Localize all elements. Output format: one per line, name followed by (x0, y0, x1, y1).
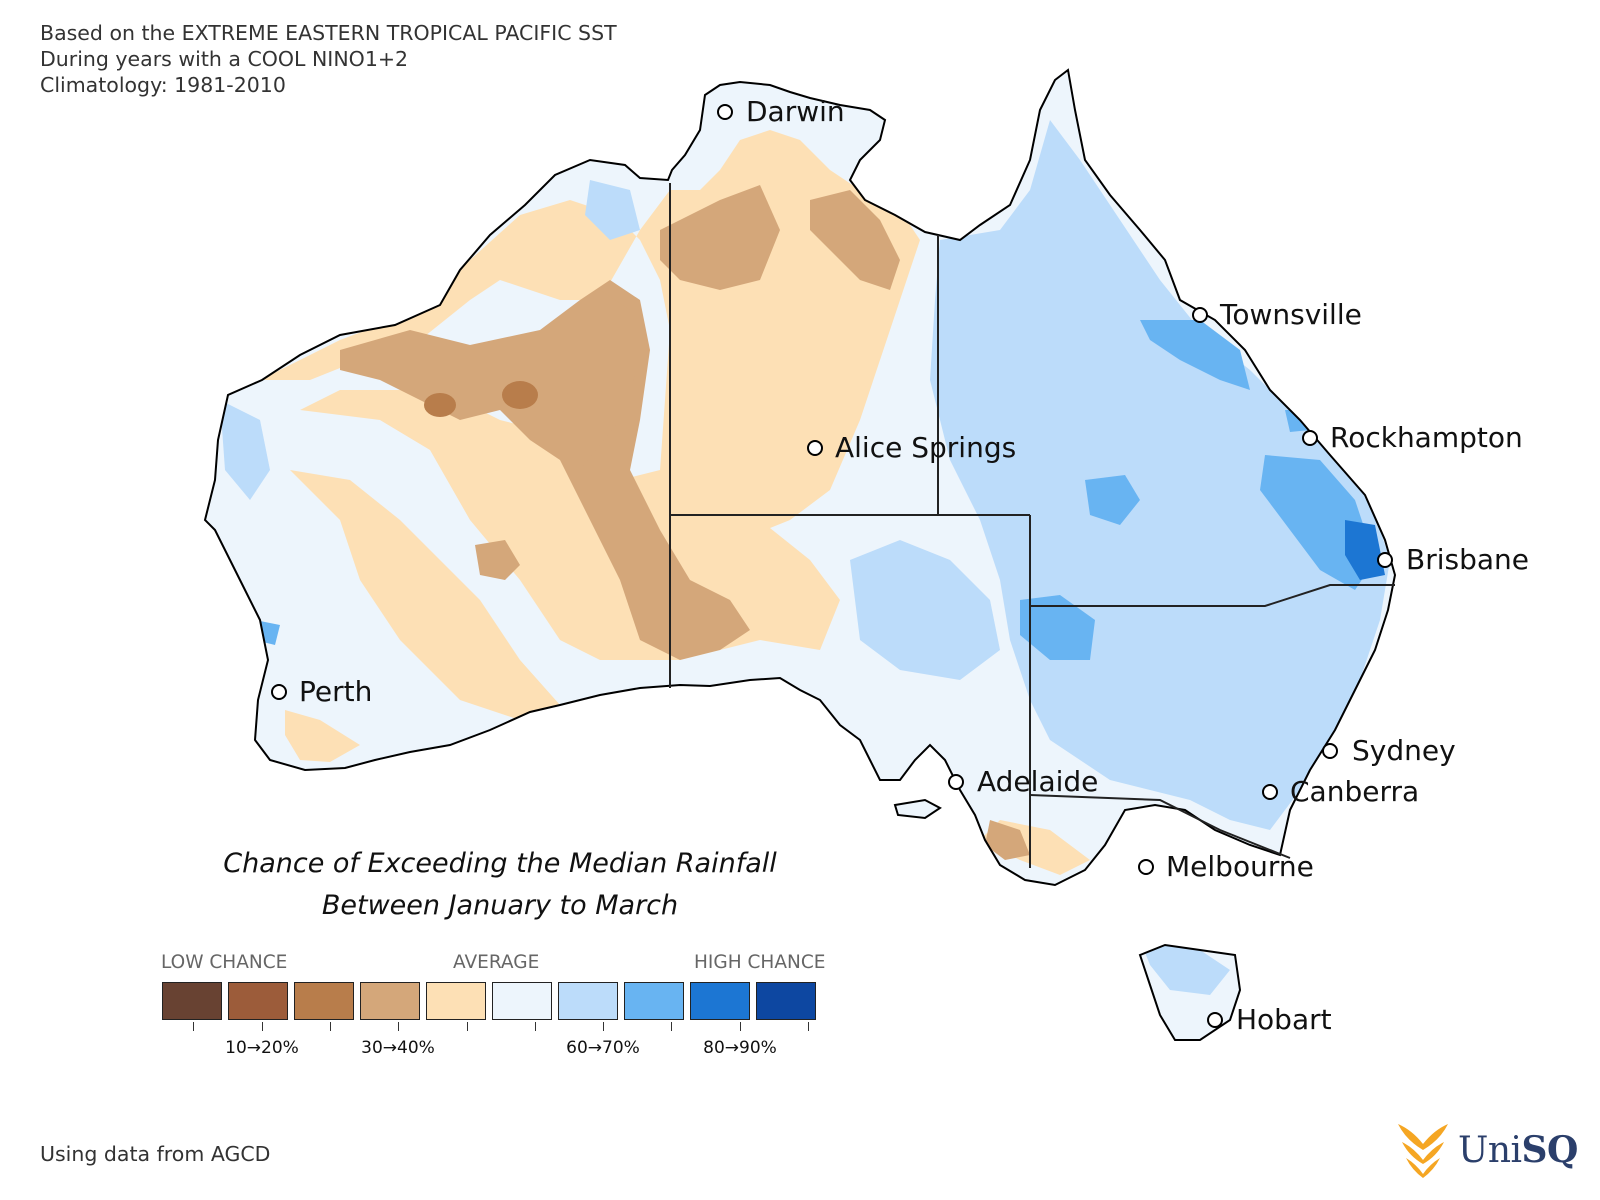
legend-swatch (426, 982, 486, 1020)
city-marker-alice-springs (808, 441, 822, 455)
legend-tick (398, 1022, 399, 1031)
city-label-townsville: Townsville (1219, 298, 1362, 331)
legend-tick-label: 80→90% (703, 1038, 777, 1058)
legend-tick (262, 1022, 263, 1031)
legend-tick-label: 30→40% (361, 1038, 435, 1058)
legend-tick (808, 1022, 809, 1031)
city-label-canberra: Canberra (1290, 775, 1419, 808)
city-marker-rockhampton (1303, 431, 1317, 445)
legend-tick (330, 1022, 331, 1031)
legend-swatch (294, 982, 354, 1020)
city-marker-sydney (1323, 744, 1337, 758)
city-label-rockhampton: Rockhampton (1330, 421, 1523, 454)
legend-swatch (756, 982, 816, 1020)
legend-tick (603, 1022, 604, 1031)
city-marker-canberra (1263, 785, 1277, 799)
map-title: Chance of Exceeding the Median Rainfall … (160, 843, 840, 927)
city-marker-perth (272, 685, 286, 699)
city-label-darwin: Darwin (746, 95, 845, 128)
unisq-wordmark: UniSQ (1458, 1129, 1578, 1171)
legend-swatch (360, 982, 420, 1020)
legend-swatch (690, 982, 750, 1020)
city-label-adelaide: Adelaide (977, 765, 1098, 798)
city-label-melbourne: Melbourne (1166, 850, 1314, 883)
unisq-logo: UniSQ (1396, 1120, 1578, 1180)
legend-colorbar (162, 982, 816, 1020)
city-marker-adelaide (949, 775, 963, 789)
legend-swatch (228, 982, 288, 1020)
city-label-sydney: Sydney (1352, 734, 1456, 767)
city-marker-darwin (718, 105, 732, 119)
legend-tick-label: 10→20% (225, 1038, 299, 1058)
city-label-alice-springs: Alice Springs (835, 431, 1016, 464)
city-marker-townsville (1193, 308, 1207, 322)
legend-swatch (162, 982, 222, 1020)
city-label-hobart: Hobart (1236, 1003, 1332, 1036)
city-label-brisbane: Brisbane (1406, 543, 1529, 576)
title-line-1: Chance of Exceeding the Median Rainfall (160, 843, 840, 885)
legend-tick (193, 1022, 194, 1031)
city-marker-melbourne (1139, 860, 1153, 874)
legend-low-label: LOW CHANCE (161, 952, 287, 973)
legend-swatch (558, 982, 618, 1020)
data-source-note: Using data from AGCD (40, 1142, 270, 1166)
city-label-perth: Perth (299, 675, 372, 708)
kangaroo-island (895, 800, 940, 818)
city-marker-brisbane (1378, 553, 1392, 567)
legend-tick-label: 60→70% (566, 1038, 640, 1058)
legend-tick (740, 1022, 741, 1031)
legend-high-label: HIGH CHANCE (694, 952, 825, 973)
title-line-2: Between January to March (160, 885, 840, 927)
legend-average-label: AVERAGE (453, 952, 539, 973)
legend-tick (535, 1022, 536, 1031)
outlook-field (150, 50, 1450, 1100)
legend-swatch (492, 982, 552, 1020)
legend-tick (467, 1022, 468, 1031)
legend-tick (671, 1022, 672, 1031)
legend-swatch (624, 982, 684, 1020)
unisq-emblem-icon (1396, 1120, 1450, 1180)
city-marker-hobart (1208, 1013, 1222, 1027)
